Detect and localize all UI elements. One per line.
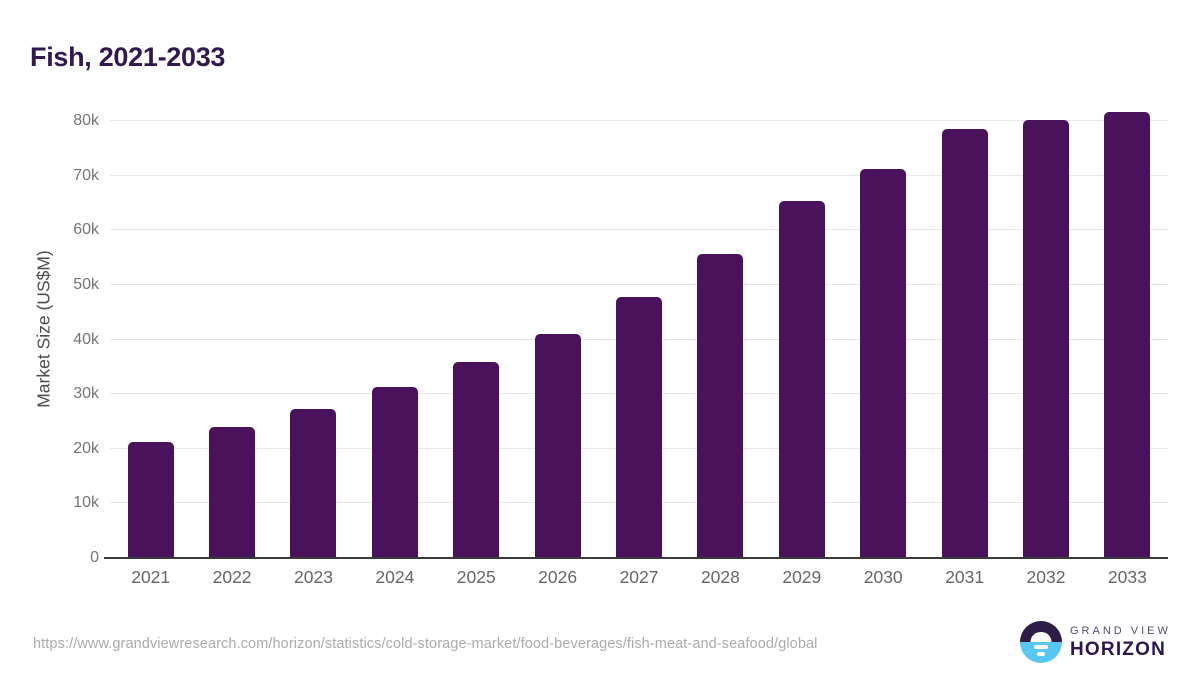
bar-cell-2023 xyxy=(273,100,354,558)
bar-cell-2032 xyxy=(1005,100,1086,558)
bar-cell-2024 xyxy=(354,100,435,558)
x-tick-label-2026: 2026 xyxy=(538,567,578,587)
gridline-70k xyxy=(110,174,1168,176)
bar-2030 xyxy=(860,168,907,558)
x-tick-label-2029: 2029 xyxy=(782,567,822,587)
y-tick-label-10k: 10k xyxy=(73,494,99,512)
bar-cell-2031 xyxy=(924,100,1005,558)
bar-cell-2022 xyxy=(191,100,272,558)
x-tick-label-2027: 2027 xyxy=(619,567,659,587)
x-tick-label-2028: 2028 xyxy=(700,567,740,587)
bar-cell-2027 xyxy=(598,100,679,558)
y-tick-label-50k: 50k xyxy=(73,275,99,293)
chart-title: Fish, 2021-2033 xyxy=(30,42,226,73)
bar-2029 xyxy=(778,201,825,558)
x-tick-label-2032: 2032 xyxy=(1026,567,1066,587)
gridline-80k xyxy=(110,120,1168,121)
x-tick-label-2023: 2023 xyxy=(294,567,333,587)
y-tick-label-30k: 30k xyxy=(73,385,99,403)
bar-2024 xyxy=(371,387,418,558)
bar-2032 xyxy=(1022,120,1069,558)
brand-name-top: GRAND VIEW xyxy=(1070,624,1171,637)
y-tick-label-80k: 80k xyxy=(73,112,99,129)
bar-2028 xyxy=(697,254,744,558)
bar-2025 xyxy=(453,362,500,558)
x-tick-label-2033: 2033 xyxy=(1107,567,1147,587)
bar-chart-plot-area: 0 10k 20k 30k 40k 50k 60k 70k 80k 2021 2022 2023 20… xyxy=(73,100,1168,586)
horizon-sun-icon xyxy=(1020,621,1062,663)
bar-2031 xyxy=(941,129,988,558)
x-tick-label-2031: 2031 xyxy=(945,567,985,587)
x-tick-labels: 2021 2022 2023 2024 2025 2026 2027 2028 2029 2030… xyxy=(110,567,1168,587)
bar-2026 xyxy=(534,333,581,558)
y-axis-title: Market Size (US$M) xyxy=(33,250,54,408)
bar-cell-2025 xyxy=(436,100,517,558)
x-tick-label-2025: 2025 xyxy=(456,567,496,587)
bar-cell-2029 xyxy=(761,100,842,558)
sun-reflection-bar-icon xyxy=(1034,645,1048,649)
x-axis-line xyxy=(104,557,1168,559)
y-tick-label-0: 0 xyxy=(90,549,99,566)
y-tick-label-20k: 20k xyxy=(73,439,99,457)
bar-2027 xyxy=(616,297,663,558)
bar-2022 xyxy=(209,427,256,558)
bar-cell-2021 xyxy=(110,100,191,558)
bar-cell-2030 xyxy=(843,100,924,558)
x-tick-label-2030: 2030 xyxy=(863,567,903,587)
brand-logo: GRAND VIEW HORIZON xyxy=(1020,621,1171,663)
bar-cell-2026 xyxy=(517,100,598,558)
gridline-50k xyxy=(110,283,1168,285)
bar-cell-2028 xyxy=(680,100,761,558)
x-tick-label-2024: 2024 xyxy=(375,567,415,587)
bar-2023 xyxy=(290,409,337,558)
bar-cell-2033 xyxy=(1087,100,1168,558)
sun-reflection-bar-icon xyxy=(1037,652,1045,656)
bar-2033 xyxy=(1104,111,1151,558)
sun-icon xyxy=(1030,631,1052,642)
gridline-60k xyxy=(110,229,1168,231)
brand-text: GRAND VIEW HORIZON xyxy=(1070,624,1171,660)
x-tick-label-2021: 2021 xyxy=(131,567,171,587)
bar-2021 xyxy=(127,442,174,558)
y-tick-label-70k: 70k xyxy=(73,166,99,184)
y-tick-label-40k: 40k xyxy=(73,330,99,348)
x-tick-label-2022: 2022 xyxy=(212,567,252,587)
y-tick-label-60k: 60k xyxy=(73,221,99,239)
source-url-text: https://www.grandviewresearch.com/horizo… xyxy=(33,636,818,652)
bar-series xyxy=(110,100,1168,558)
brand-name-bottom: HORIZON xyxy=(1070,638,1167,660)
